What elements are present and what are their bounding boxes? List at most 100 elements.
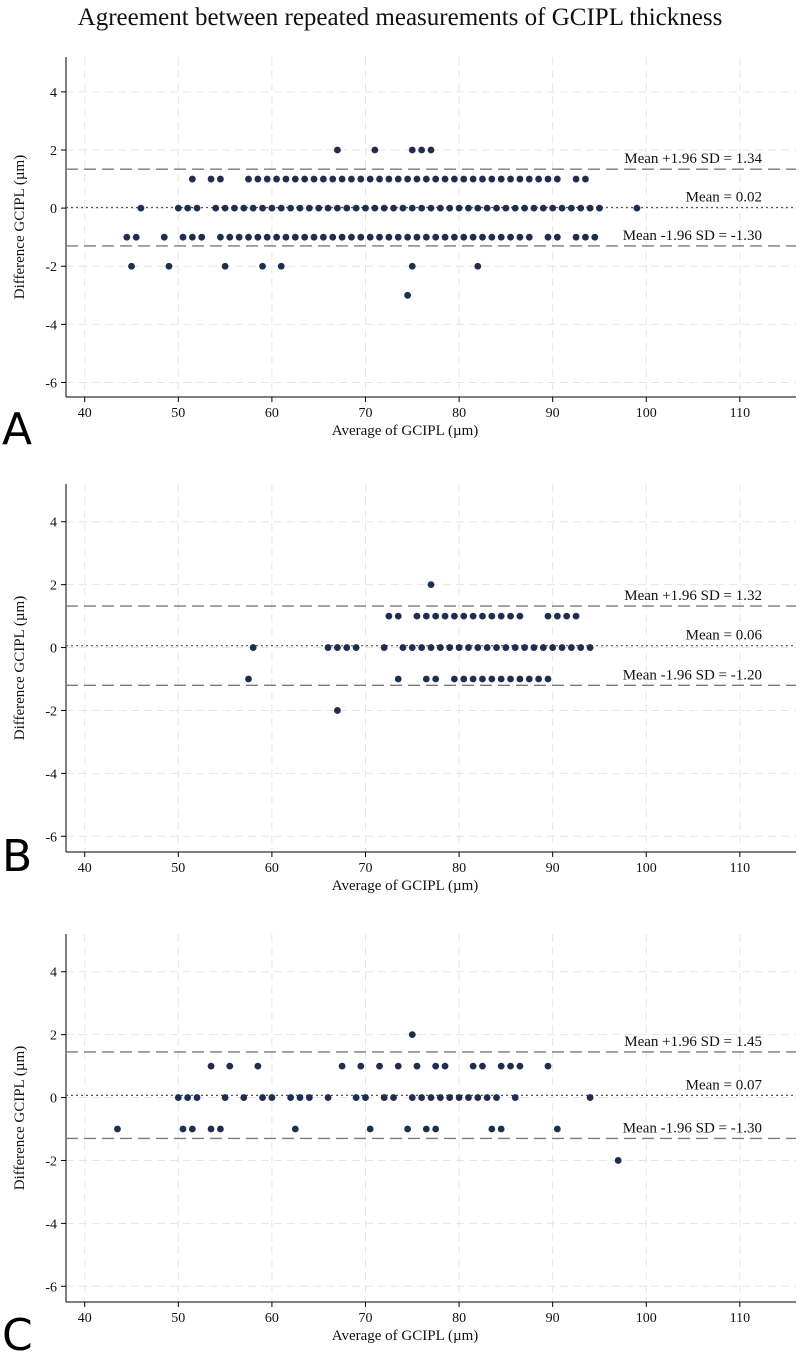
data-point (226, 233, 234, 241)
upper-limit-label: Mean +1.96 SD = 1.45 (624, 1034, 762, 1050)
lower-limit-label: Mean -1.96 SD = -1.30 (623, 228, 762, 244)
data-point (268, 204, 276, 212)
data-point (535, 675, 543, 683)
data-point (385, 175, 393, 183)
data-point (319, 175, 327, 183)
data-point (174, 1094, 182, 1101)
data-point (469, 675, 477, 683)
data-point (408, 1031, 416, 1039)
data-point (521, 204, 528, 212)
data-point (567, 204, 575, 212)
data-point (507, 675, 514, 683)
data-point (212, 204, 220, 212)
data-point (493, 204, 500, 212)
data-point (432, 1062, 440, 1070)
mean-label: Mean = 0.02 (686, 190, 762, 206)
data-point (385, 612, 393, 620)
data-point (254, 233, 262, 241)
data-point (474, 204, 482, 212)
data-point (497, 612, 505, 620)
y-tick-label: 2 (50, 144, 57, 159)
data-point (432, 175, 440, 183)
data-point (165, 262, 173, 270)
panel-label-b: B (2, 831, 33, 882)
data-point (371, 204, 379, 212)
data-point (525, 175, 533, 183)
upper-limit-label: Mean +1.96 SD = 1.34 (624, 151, 762, 167)
data-point (474, 262, 482, 270)
data-point (301, 233, 309, 241)
data-point (511, 644, 519, 651)
data-point (380, 204, 388, 212)
data-point (217, 1125, 224, 1133)
data-point (188, 175, 196, 183)
data-point (507, 612, 514, 620)
mean-label: Mean = 0.07 (686, 1077, 763, 1093)
data-point (334, 644, 341, 651)
data-point (305, 204, 313, 212)
data-point (207, 1062, 215, 1070)
data-point (376, 175, 383, 183)
data-point (450, 175, 458, 183)
data-point (362, 1094, 369, 1101)
data-point (399, 204, 407, 212)
x-axis-title: Average of GCIPL (µm) (332, 423, 479, 439)
data-point (516, 1062, 524, 1070)
data-point (394, 1062, 402, 1070)
y-tick-label: 4 (50, 516, 57, 531)
data-point (450, 233, 458, 241)
data-point (390, 1094, 397, 1101)
data-point (479, 233, 486, 241)
data-point (558, 644, 566, 651)
data-point (436, 204, 444, 212)
data-point (460, 175, 468, 183)
data-point (441, 233, 449, 241)
data-point (334, 204, 341, 212)
y-tick-label: 4 (50, 966, 57, 981)
data-point (114, 1125, 121, 1133)
data-point (535, 175, 543, 183)
data-point (493, 1094, 500, 1101)
data-point (324, 644, 332, 651)
data-point (259, 262, 266, 270)
x-tick-label: 50 (171, 406, 185, 421)
data-point (539, 644, 547, 651)
data-point (525, 675, 533, 683)
data-point (137, 204, 145, 212)
data-point (305, 1094, 313, 1101)
data-point (394, 175, 402, 183)
data-point (446, 1094, 454, 1101)
data-point (282, 175, 290, 183)
data-point (221, 204, 229, 212)
x-tick-label: 110 (730, 1311, 750, 1326)
data-point (558, 204, 566, 212)
data-point (217, 233, 224, 241)
data-point (450, 612, 458, 620)
data-point (497, 233, 505, 241)
data-point (184, 204, 192, 212)
data-point (441, 175, 449, 183)
y-tick-label: 0 (50, 642, 57, 657)
data-point (539, 204, 547, 212)
data-point (488, 675, 496, 683)
data-point (245, 675, 252, 683)
y-axis-title: Difference GCIPL (µm) (12, 596, 28, 740)
x-tick-label: 40 (78, 406, 92, 421)
data-point (366, 233, 374, 241)
data-point (259, 1094, 266, 1101)
data-point (380, 644, 388, 651)
data-point (408, 262, 416, 270)
data-point (516, 675, 524, 683)
x-tick-label: 40 (78, 1311, 92, 1326)
data-point (217, 175, 224, 183)
data-point (418, 1094, 426, 1101)
x-tick-label: 90 (546, 406, 560, 421)
data-point (310, 175, 318, 183)
x-tick-label: 60 (265, 861, 279, 876)
data-point (474, 644, 482, 651)
data-point (240, 204, 248, 212)
data-point (408, 204, 416, 212)
data-point (469, 233, 477, 241)
data-point (221, 1094, 229, 1101)
panel-b: -6 -4 -2 0 2 4 40 50 60 70 80 90 100 110 Average of GC… (0, 472, 800, 922)
